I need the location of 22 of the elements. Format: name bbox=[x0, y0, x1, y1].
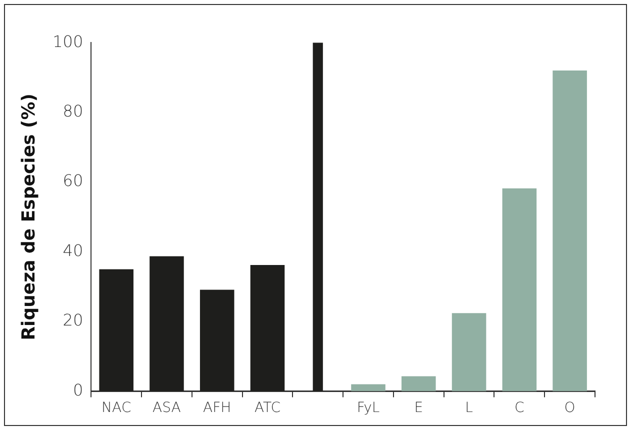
y-tick-label: 20 bbox=[62, 310, 84, 330]
bar bbox=[552, 70, 587, 392]
y-tick-label: 80 bbox=[62, 101, 84, 120]
bar bbox=[351, 384, 386, 392]
x-tick-label: AFH bbox=[203, 400, 232, 416]
x-tick-label: O bbox=[564, 400, 576, 416]
y-tick-label: 60 bbox=[62, 171, 84, 190]
y-tick-label: 40 bbox=[62, 240, 84, 260]
x-tick-label: ASA bbox=[152, 400, 182, 416]
y-axis-title: Riqueza de Especies (%) bbox=[18, 93, 40, 340]
x-tick-label: C bbox=[514, 400, 525, 416]
x-tick-label: L bbox=[465, 400, 474, 416]
x-tick-label: NAC bbox=[102, 400, 132, 416]
bar bbox=[402, 376, 436, 392]
bar bbox=[502, 188, 537, 392]
bar bbox=[452, 313, 486, 392]
y-tick-label: 100 bbox=[52, 32, 84, 51]
x-tick-label: E bbox=[414, 400, 424, 416]
x-tick-label: ATC bbox=[254, 400, 281, 416]
bar bbox=[312, 42, 323, 392]
y-tick-label: 0 bbox=[72, 380, 84, 400]
x-tick-label: FyL bbox=[356, 400, 380, 416]
